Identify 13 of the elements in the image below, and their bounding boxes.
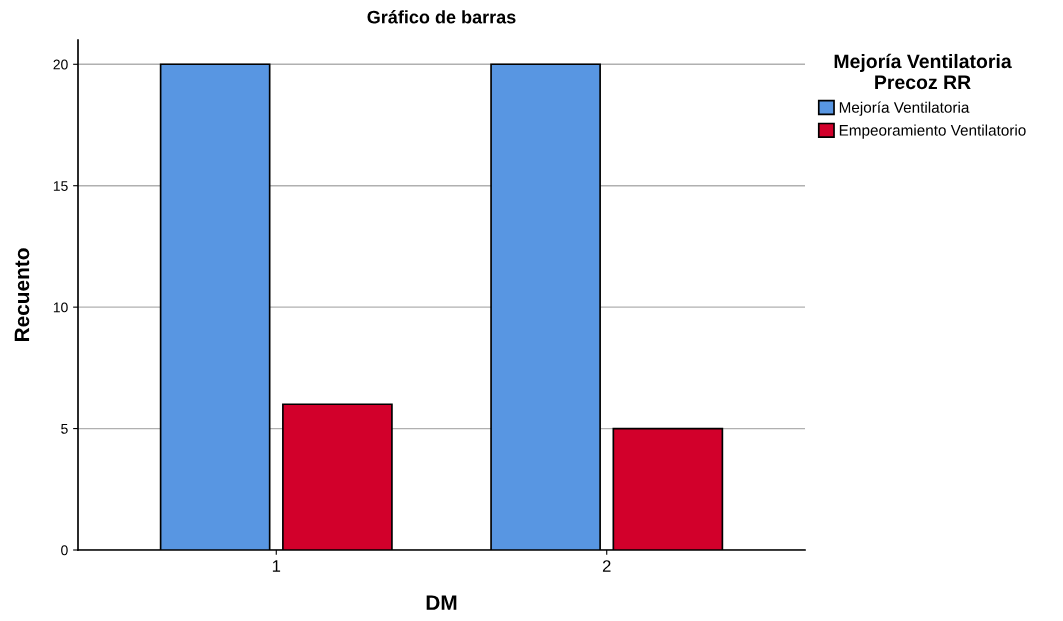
legend-title: Mejoría Ventilatoria Precoz RR [834,53,1012,90]
y-tick-label: 10 [53,302,68,313]
x-tick-label: 2 [602,560,611,572]
chart-title: Gráfico de barras [367,10,516,24]
y-axis-title: Recuento [14,248,30,342]
y-tick-label: 15 [53,181,68,191]
y-tick-label: 5 [61,424,68,434]
legend-label: Empeoramiento Ventilatorio [839,124,1026,139]
x-tick-label: 1 [272,560,281,572]
y-tick-label: 0 [61,545,68,556]
x-axis-title: DM [426,595,457,610]
legend-label: Mejoría Ventilatoria [839,101,970,116]
y-tick-label: 20 [53,59,68,70]
